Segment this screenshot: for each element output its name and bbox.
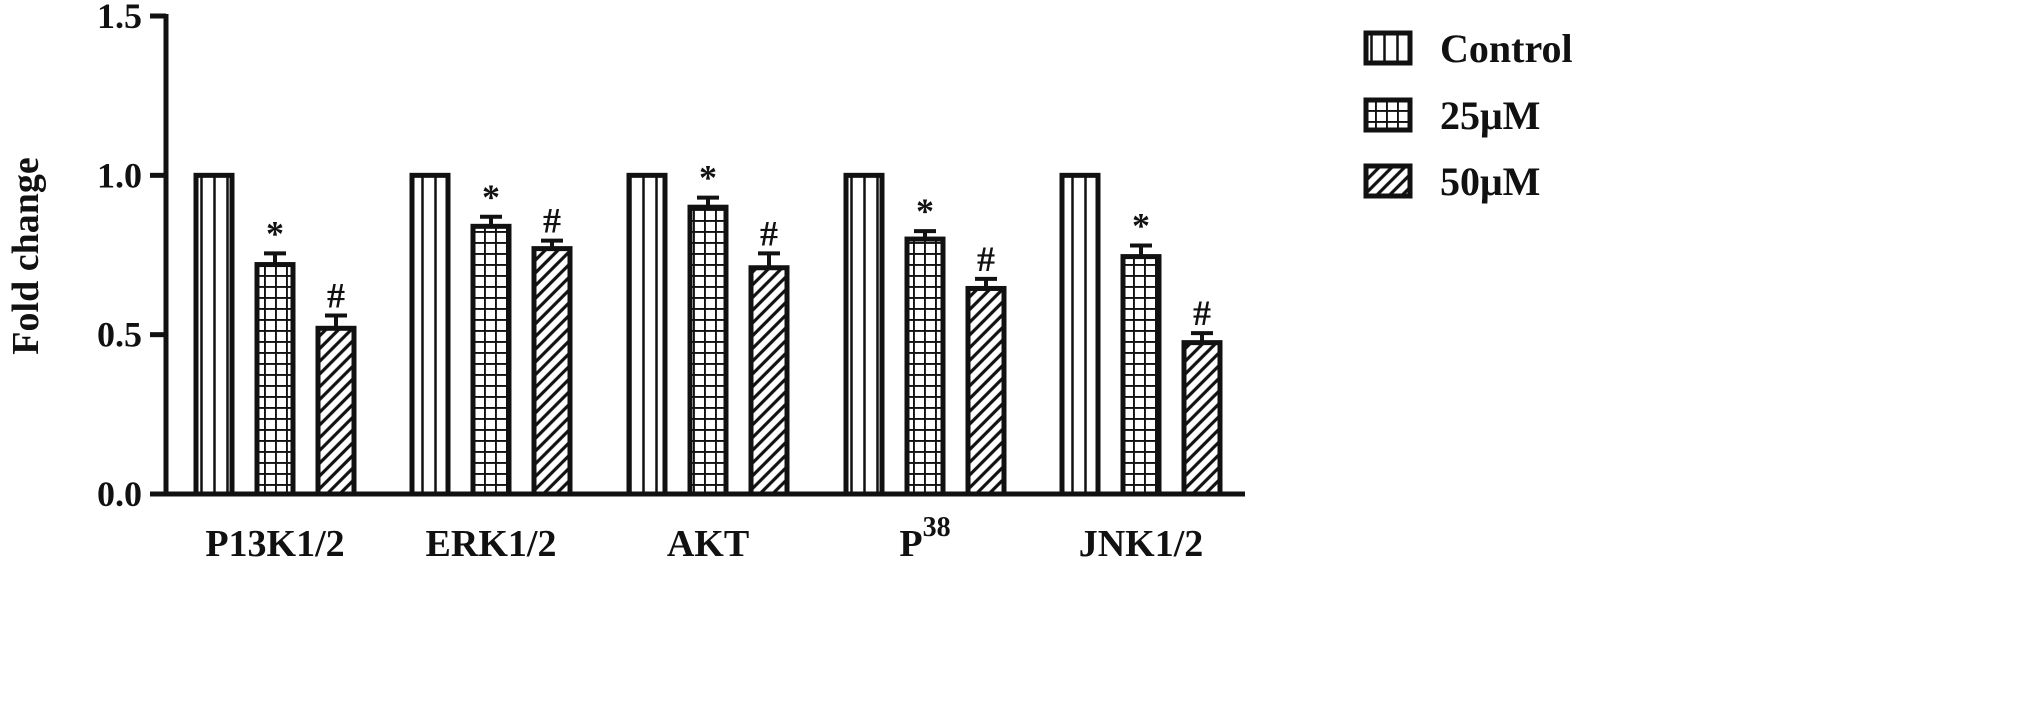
legend-swatch xyxy=(1363,97,1413,133)
legend-label: 25μM xyxy=(1440,93,1540,138)
category-label-text: P13K1/2 xyxy=(205,523,344,565)
category-label-text: P xyxy=(899,523,922,565)
bar xyxy=(1059,172,1101,497)
bar xyxy=(1181,340,1223,497)
category-label: P13K1/2 xyxy=(205,523,344,565)
bar xyxy=(315,325,357,497)
bar xyxy=(1120,254,1162,497)
significance-marker: * xyxy=(916,191,934,231)
legend-label: Control xyxy=(1440,26,1573,71)
bar xyxy=(748,265,790,497)
significance-marker: * xyxy=(699,158,717,198)
legend: Control 25μM 50μM xyxy=(1363,26,1573,204)
bar xyxy=(904,236,946,497)
y-tick-label: 0.5 xyxy=(97,315,142,355)
category-label-text: AKT xyxy=(667,523,749,565)
significance-marker: * xyxy=(266,213,284,253)
y-tick-label: 0.0 xyxy=(97,474,142,514)
bar xyxy=(843,172,885,497)
significance-marker: # xyxy=(1193,293,1211,333)
y-tick-label: 1.5 xyxy=(97,0,142,36)
bar xyxy=(531,246,573,497)
category-label-text: ERK1/2 xyxy=(426,523,557,565)
category-label: P38 xyxy=(899,512,950,565)
legend-swatch xyxy=(1363,30,1413,66)
significance-marker: # xyxy=(760,213,778,253)
category-label: JNK1/2 xyxy=(1079,523,1204,565)
bars: * * * * * # # # # # xyxy=(193,158,1223,497)
bar xyxy=(193,172,235,497)
y-ticks: 0.0 0.5 1.0 1.5 xyxy=(97,0,166,514)
legend-swatch xyxy=(1363,163,1413,199)
category-label: AKT xyxy=(667,523,749,565)
significance-marker: # xyxy=(543,201,561,241)
bar xyxy=(470,223,512,497)
bar xyxy=(254,262,296,497)
category-label-text: JNK1/2 xyxy=(1079,523,1204,565)
significance-marker: * xyxy=(482,177,500,217)
significance-marker: * xyxy=(1132,205,1150,245)
bar xyxy=(687,204,729,497)
significance-marker: # xyxy=(327,276,345,316)
category-label: ERK1/2 xyxy=(426,523,557,565)
legend-label: 50μM xyxy=(1440,159,1540,204)
y-axis-label: Fold change xyxy=(5,157,47,354)
category-labels: P13K1/2 ERK1/2 AKT P38 JNK1/2 xyxy=(205,512,1203,565)
bar xyxy=(626,172,668,497)
bar xyxy=(409,172,451,497)
bar xyxy=(965,285,1007,497)
category-label-superscript: 38 xyxy=(923,512,951,543)
significance-marker: # xyxy=(977,239,995,279)
y-tick-label: 1.0 xyxy=(97,155,142,195)
